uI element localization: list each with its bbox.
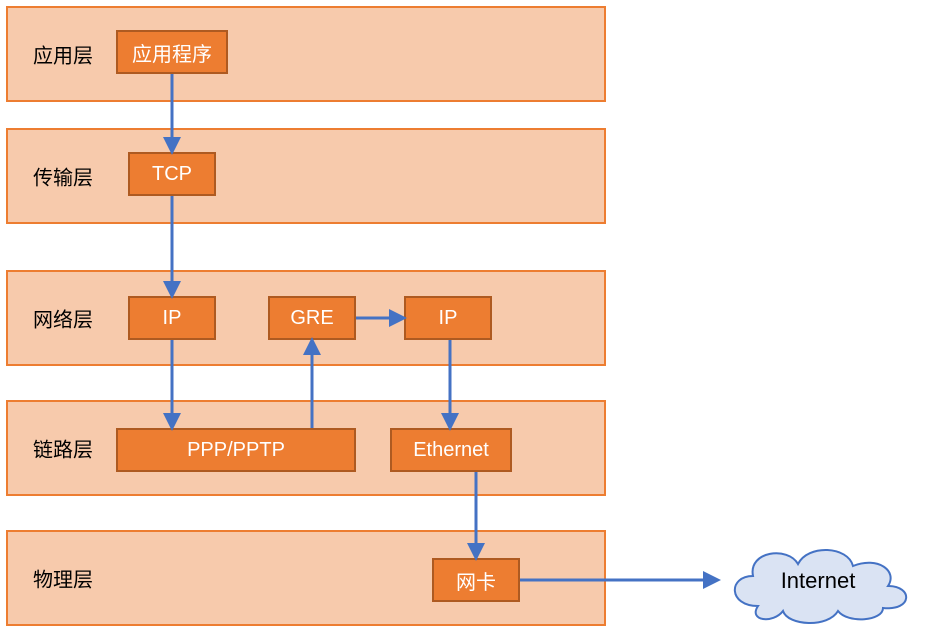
layer-label-transport: 传输层: [33, 162, 93, 191]
cloud-internet: Internet: [718, 536, 918, 626]
node-ppp-pptp: PPP/PPTP: [116, 428, 356, 472]
node-gre: GRE: [268, 296, 356, 340]
layer-label-network: 网络层: [33, 304, 93, 333]
layer-label-link: 链路层: [33, 434, 93, 463]
cloud-label: Internet: [781, 568, 856, 594]
diagram-canvas: 应用层 传输层 网络层 链路层 物理层 应用程序 TCP IP GRE IP P…: [0, 0, 927, 633]
node-application-program: 应用程序: [116, 30, 228, 74]
layer-application: 应用层: [6, 6, 606, 102]
node-tcp: TCP: [128, 152, 216, 196]
node-ip-2: IP: [404, 296, 492, 340]
layer-label-physical: 物理层: [33, 564, 93, 593]
node-ip-1: IP: [128, 296, 216, 340]
layer-label-application: 应用层: [33, 40, 93, 69]
node-nic: 网卡: [432, 558, 520, 602]
layer-transport: 传输层: [6, 128, 606, 224]
node-ethernet: Ethernet: [390, 428, 512, 472]
